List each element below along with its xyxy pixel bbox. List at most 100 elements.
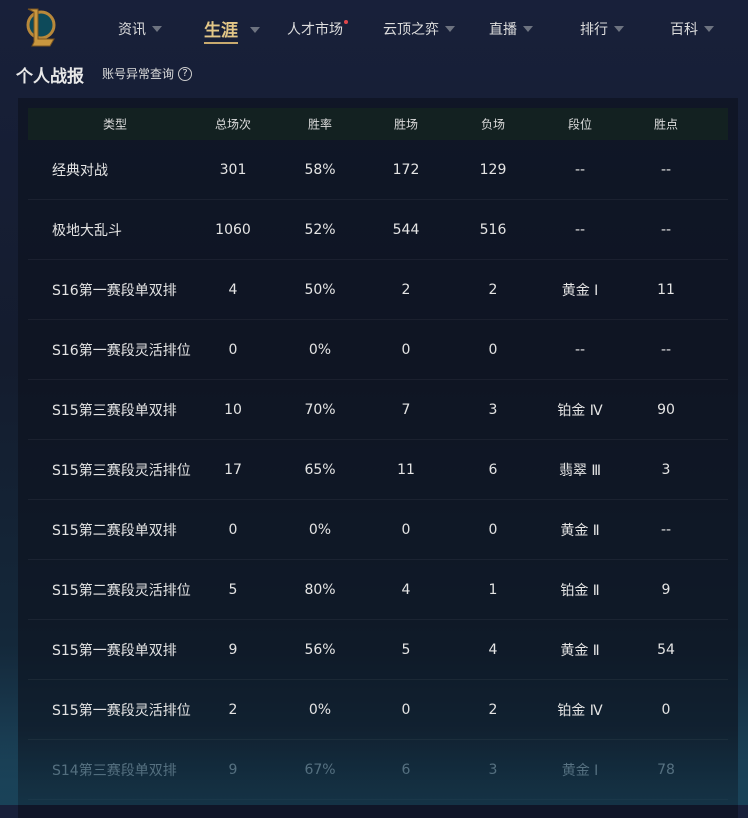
row-cell: 9 [228, 761, 238, 778]
row-cell: 9 [228, 641, 238, 658]
row-type: S15第一赛段单双排 [52, 642, 177, 659]
nav-item-5[interactable]: 排行 [580, 19, 624, 39]
table-row: S15第二赛段单双排 0 0% 0 0 黄金 Ⅱ -- [28, 500, 728, 560]
column-header: 类型 [102, 117, 128, 132]
row-cell: 5 [228, 581, 238, 598]
row-cell: 6 [401, 761, 411, 778]
chevron-down-icon [614, 26, 624, 32]
row-cell: -- [660, 341, 672, 358]
row-cell: 翡翠 Ⅲ [558, 462, 602, 479]
nav-item-3[interactable]: 云顶之弈 [383, 19, 455, 39]
chevron-down-icon [704, 26, 714, 32]
top-nav: 资讯 生涯 人才市场 云顶之弈 直播 排行 百科 [0, 0, 748, 56]
chevron-down-icon [445, 26, 455, 32]
row-cell: 0% [308, 341, 332, 358]
nav-label: 百科 [670, 22, 698, 38]
table-row: S16第一赛段灵活排位 0 0% 0 0 -- -- [28, 320, 728, 380]
row-cell: 516 [479, 221, 507, 238]
chevron-down-icon [250, 27, 260, 33]
row-cell: 黄金 Ⅰ [561, 762, 599, 779]
row-type: S16第一赛段灵活排位 [52, 342, 191, 359]
row-cell: 17 [224, 461, 242, 478]
row-cell: 5 [401, 641, 411, 658]
row-cell: 50% [304, 281, 336, 298]
row-cell: 172 [392, 161, 420, 178]
table-row: S14第三赛段单双排 9 67% 6 3 黄金 Ⅰ 78 [28, 740, 728, 800]
row-cell: 0 [401, 341, 411, 358]
nav-label: 云顶之弈 [383, 22, 439, 38]
page-title: 个人战报 [16, 67, 84, 87]
row-type: S15第二赛段单双排 [52, 522, 177, 539]
row-cell: 56% [304, 641, 336, 658]
column-header: 胜场 [393, 117, 419, 132]
row-cell: 70% [304, 401, 336, 418]
row-cell: 129 [479, 161, 507, 178]
column-header: 段位 [567, 117, 593, 132]
row-cell: 2 [401, 281, 411, 298]
row-cell: 54 [657, 641, 675, 658]
row-cell: 铂金 Ⅳ [557, 402, 603, 419]
row-cell: 0% [308, 521, 332, 538]
nav-item-6[interactable]: 百科 [670, 19, 714, 39]
row-cell: 0 [488, 521, 498, 538]
row-cell: -- [574, 341, 586, 358]
row-cell: 0% [308, 701, 332, 718]
table-row: S15第三赛段单双排 10 70% 7 3 铂金 Ⅳ 90 [28, 380, 728, 440]
row-type: S14第三赛段单双排 [52, 762, 177, 779]
column-header: 胜率 [307, 117, 333, 132]
row-cell: 4 [228, 281, 238, 298]
row-type: 经典对战 [52, 162, 108, 179]
row-cell: 67% [304, 761, 336, 778]
row-cell: 2 [488, 701, 498, 718]
row-cell: 0 [488, 341, 498, 358]
row-cell: 9 [661, 581, 671, 598]
row-cell: 4 [401, 581, 411, 598]
row-cell: 0 [401, 521, 411, 538]
row-cell: 2 [488, 281, 498, 298]
column-header: 胜点 [653, 117, 679, 132]
row-cell: 80% [304, 581, 336, 598]
row-cell: 1060 [215, 221, 251, 238]
table-row: 极地大乱斗 1060 52% 544 516 -- -- [28, 200, 728, 260]
nav-label: 直播 [489, 22, 517, 38]
row-type: S15第二赛段灵活排位 [52, 582, 191, 599]
row-cell: 0 [228, 521, 238, 538]
chevron-down-icon [523, 26, 533, 32]
row-cell: 11 [397, 461, 415, 478]
stats-table: 类型 总场次 胜率 胜场 负场 段位 胜点 经典对战 301 58% 172 129 -- -- 极地大乱… [18, 98, 738, 818]
row-type: S15第一赛段灵活排位 [52, 702, 191, 719]
nav-item-0[interactable]: 资讯 [118, 19, 162, 39]
row-cell: 0 [228, 341, 238, 358]
lol-logo[interactable] [20, 6, 60, 48]
row-type: S15第三赛段单双排 [52, 402, 177, 419]
row-cell: 3 [488, 761, 498, 778]
row-cell: 544 [392, 221, 420, 238]
row-cell: 78 [657, 761, 675, 778]
row-cell: -- [660, 161, 672, 178]
nav-item-1[interactable]: 生涯 [204, 16, 260, 44]
table-row: S15第二赛段灵活排位 5 80% 4 1 铂金 Ⅱ 9 [28, 560, 728, 620]
table-row: 经典对战 301 58% 172 129 -- -- [28, 140, 728, 200]
nav-item-4[interactable]: 直播 [489, 19, 533, 39]
row-type: S15第三赛段灵活排位 [52, 462, 191, 479]
help-icon[interactable]: ? [178, 66, 193, 81]
nav-item-2[interactable]: 人才市场 [287, 19, 353, 39]
column-header: 总场次 [214, 117, 252, 132]
row-cell: -- [574, 221, 586, 238]
row-cell: 4 [488, 641, 498, 658]
row-cell: 7 [401, 401, 411, 418]
row-cell: 52% [304, 221, 336, 238]
row-cell: 0 [661, 701, 671, 718]
row-cell: -- [660, 521, 672, 538]
table-row: S16第一赛段单双排 4 50% 2 2 黄金 Ⅰ 11 [28, 260, 728, 320]
row-cell: 90 [657, 401, 675, 418]
row-cell: 65% [304, 461, 336, 478]
nav-label: 生涯 [204, 16, 238, 44]
table-row: S15第一赛段灵活排位 2 0% 0 2 铂金 Ⅳ 0 [28, 680, 728, 740]
account-check-link[interactable]: 账号异常查询 ? [102, 65, 193, 82]
account-check-label: 账号异常查询 [102, 67, 175, 81]
nav-label: 排行 [580, 22, 608, 38]
table-header: 类型 总场次 胜率 胜场 负场 段位 胜点 [28, 108, 728, 140]
nav-label: 资讯 [118, 22, 146, 38]
row-cell: -- [574, 161, 586, 178]
